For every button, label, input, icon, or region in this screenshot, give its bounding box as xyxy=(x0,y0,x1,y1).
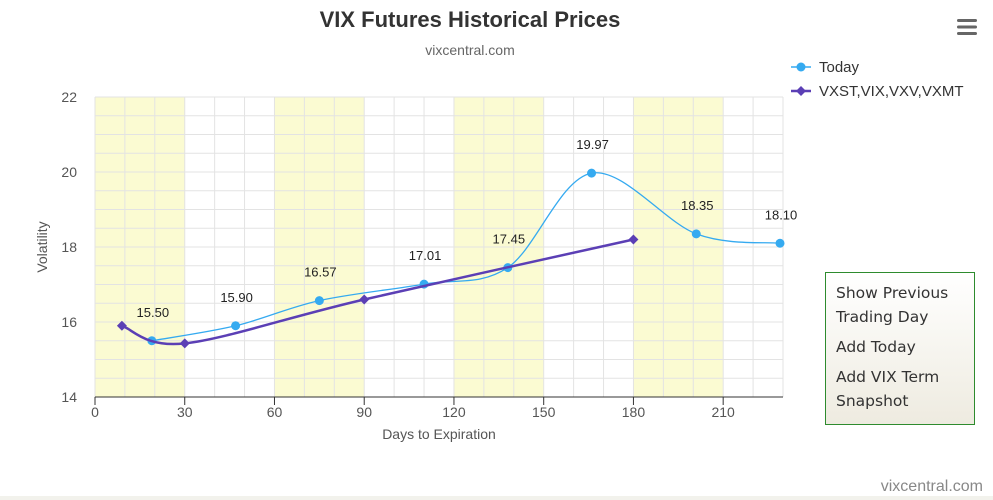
legend-item-term[interactable]: VXST,VIX,VXV,VXMT xyxy=(791,83,964,100)
chart-title: VIX Futures Historical Prices xyxy=(320,7,621,32)
legend-term-label: VXST,VIX,VXV,VXMT xyxy=(819,83,964,100)
context-menu: Show Previous Trading Day Add Today Add … xyxy=(825,272,975,425)
x-tick-label: 30 xyxy=(177,404,193,420)
show-previous-trading-day-option[interactable]: Show Previous Trading Day xyxy=(836,281,964,329)
x-tick-label: 150 xyxy=(532,404,556,420)
hamburger-menu-icon[interactable] xyxy=(955,16,979,38)
legend-today-label: Today xyxy=(819,59,860,76)
x-tick-label: 210 xyxy=(711,404,735,420)
x-tick-label: 0 xyxy=(91,404,99,420)
data-label: 15.90 xyxy=(220,290,253,305)
menu-item-line-2: Trading Day xyxy=(836,308,929,326)
y-tick-label: 18 xyxy=(61,239,77,255)
x-axis-title: Days to Expiration xyxy=(382,426,496,442)
today-point xyxy=(314,296,324,306)
y-tick-label: 20 xyxy=(61,164,77,180)
today-series-line xyxy=(151,172,781,342)
term-structure-point xyxy=(179,338,190,349)
y-tick-label: 22 xyxy=(61,89,77,105)
chart-credit[interactable]: vixcentral.com xyxy=(881,478,983,495)
term-structure-point xyxy=(628,234,639,245)
bottom-strip xyxy=(0,496,993,500)
x-tick-label: 120 xyxy=(442,404,466,420)
today-point xyxy=(231,321,241,331)
data-label: 17.45 xyxy=(493,232,526,247)
chart-subtitle: vixcentral.com xyxy=(425,42,514,58)
today-point xyxy=(587,168,597,178)
term-structure-point xyxy=(116,320,127,331)
term-structure-series-line xyxy=(121,238,634,346)
x-tick-label: 180 xyxy=(622,404,646,420)
data-label: 17.01 xyxy=(409,248,442,263)
menu-item-line-1: Add VIX Term xyxy=(836,368,940,386)
menu-item-line-2: Snapshot xyxy=(836,392,909,410)
x-axis: 0 30 60 90 120 150 180 210 xyxy=(91,397,735,420)
today-point xyxy=(775,238,785,248)
add-today-option[interactable]: Add Today xyxy=(836,338,916,356)
today-point xyxy=(691,229,701,239)
y-tick-label: 16 xyxy=(61,314,77,330)
data-labels: 15.50 15.90 16.57 17.01 17.45 19.97 18.35 18.10 xyxy=(137,137,798,320)
data-label: 16.57 xyxy=(304,265,337,280)
legend-item-today[interactable]: Today xyxy=(791,59,860,76)
legend-term-marker xyxy=(796,86,806,96)
y-axis: 14 16 18 20 22 xyxy=(61,89,77,405)
grid-lines xyxy=(94,96,784,397)
x-tick-label: 60 xyxy=(267,404,283,420)
series-layer xyxy=(116,168,785,349)
legend: Today VXST,VIX,VXV,VXMT xyxy=(791,59,964,100)
term-structure-point xyxy=(359,294,370,305)
legend-today-marker xyxy=(796,62,806,72)
data-label: 18.10 xyxy=(765,207,798,222)
data-label: 19.97 xyxy=(576,137,609,152)
menu-item-line-1: Show Previous xyxy=(836,284,949,302)
add-vix-term-snapshot-option[interactable]: Add VIX Term Snapshot xyxy=(836,365,964,413)
data-label: 15.50 xyxy=(137,305,170,320)
y-axis-title: Volatility xyxy=(34,221,50,272)
x-tick-label: 90 xyxy=(356,404,372,420)
y-tick-label: 14 xyxy=(61,389,77,405)
data-label: 18.35 xyxy=(681,198,714,213)
